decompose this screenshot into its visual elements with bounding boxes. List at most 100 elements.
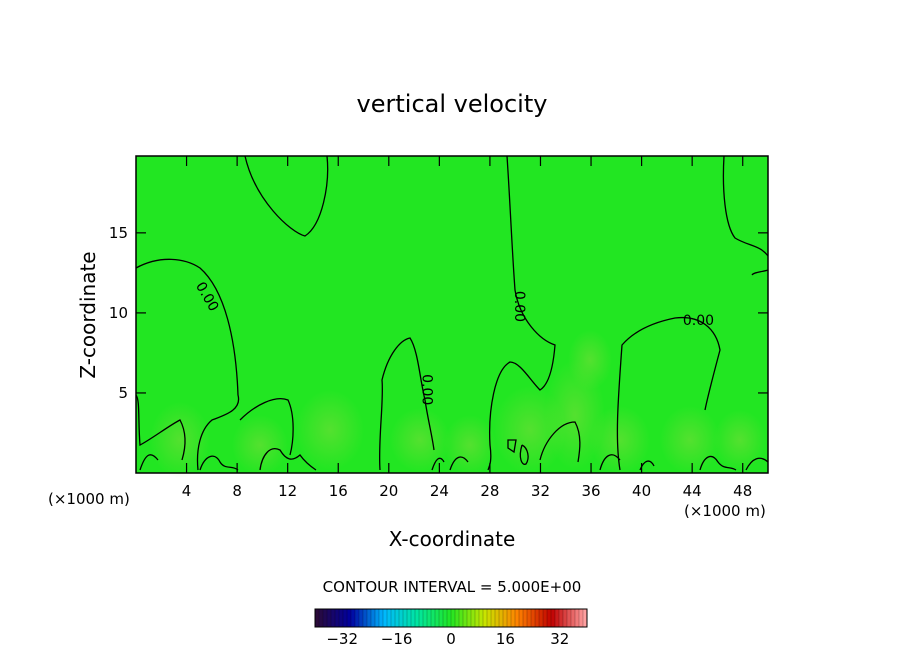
colorbar-cell bbox=[459, 609, 464, 627]
plot-frame bbox=[135, 155, 769, 474]
colorbar-cell bbox=[391, 609, 396, 627]
colorbar-tick-label: −32 bbox=[326, 630, 358, 648]
colorbar-cell bbox=[339, 609, 344, 627]
x-tick-label: 24 bbox=[430, 482, 449, 500]
x-tick-label: 44 bbox=[683, 482, 702, 500]
colorbar-cell bbox=[351, 609, 356, 627]
colorbar-cell bbox=[579, 609, 584, 627]
contour-line bbox=[722, 155, 769, 276]
colorbar-cell bbox=[427, 609, 432, 627]
colorbar-cell bbox=[343, 609, 348, 627]
colorbar-tick-label: 16 bbox=[496, 630, 515, 648]
colorbar-cell bbox=[531, 609, 536, 627]
colorbar-cell bbox=[327, 609, 332, 627]
colorbar-cell bbox=[507, 609, 512, 627]
colorbar-cell bbox=[331, 609, 336, 627]
contour-lines bbox=[135, 155, 769, 471]
chart-title: vertical velocity bbox=[357, 90, 548, 118]
colorbar-cell bbox=[547, 609, 552, 627]
colorbar-cell bbox=[407, 609, 412, 627]
contour-line bbox=[139, 454, 159, 471]
colorbar-tick-label: 0 bbox=[446, 630, 456, 648]
colorbar-cell bbox=[455, 609, 460, 627]
field-patch bbox=[660, 406, 720, 474]
contour-line bbox=[135, 394, 186, 461]
colorbar-frame bbox=[314, 608, 588, 628]
contour-label: 0.00 bbox=[511, 291, 527, 322]
colorbar-tick-label: −16 bbox=[381, 630, 413, 648]
contour-line bbox=[487, 155, 556, 471]
colorbar-cell bbox=[555, 609, 560, 627]
contour-line bbox=[599, 454, 621, 471]
y-tick-label: 15 bbox=[109, 224, 128, 242]
colorbar-cell bbox=[335, 609, 340, 627]
contour-line bbox=[259, 448, 317, 471]
colorbar-cell bbox=[399, 609, 404, 627]
field-patch bbox=[150, 402, 210, 478]
contour-line bbox=[135, 258, 240, 471]
colorbar: −32 −16 0 16 32 bbox=[314, 608, 588, 648]
x-tick-label: 36 bbox=[581, 482, 600, 500]
colorbar-cell bbox=[539, 609, 544, 627]
colorbar-cell bbox=[323, 609, 328, 627]
field-patch bbox=[232, 415, 288, 475]
colorbar-cell bbox=[347, 609, 352, 627]
field-patch bbox=[296, 390, 364, 470]
field-patch bbox=[444, 415, 496, 475]
y-axis-label: Z-coordinate bbox=[76, 251, 100, 378]
x-tick-label: 20 bbox=[379, 482, 398, 500]
plot-background bbox=[136, 156, 768, 473]
contour-line bbox=[244, 155, 329, 237]
colorbar-cell bbox=[475, 609, 480, 627]
colorbar-cell bbox=[523, 609, 528, 627]
field-patch bbox=[714, 410, 766, 470]
colorbar-cell bbox=[559, 609, 564, 627]
colorbar-cell bbox=[487, 609, 492, 627]
field-texture bbox=[150, 330, 766, 478]
contour-line bbox=[519, 444, 529, 465]
colorbar-cell bbox=[355, 609, 360, 627]
colorbar-cell bbox=[387, 609, 392, 627]
colorbar-cell bbox=[319, 609, 324, 627]
colorbar-cell bbox=[519, 609, 524, 627]
colorbar-cell bbox=[499, 609, 504, 627]
contour-line bbox=[507, 439, 517, 454]
x-tick-label: 28 bbox=[480, 482, 499, 500]
colorbar-cell bbox=[515, 609, 520, 627]
colorbar-cell bbox=[543, 609, 548, 627]
field-patch bbox=[568, 330, 612, 390]
x-units-left: (×1000 m) bbox=[48, 490, 130, 508]
colorbar-cell bbox=[551, 609, 556, 627]
colorbar-cell bbox=[435, 609, 440, 627]
y-tick-label: 10 bbox=[109, 304, 128, 322]
colorbar-cell bbox=[431, 609, 436, 627]
colorbar-cell bbox=[483, 609, 488, 627]
contour-label: 0.00 bbox=[419, 374, 435, 405]
colorbar-cell bbox=[439, 609, 444, 627]
colorbar-cell bbox=[471, 609, 476, 627]
colorbar-cell bbox=[383, 609, 388, 627]
colorbar-cell bbox=[419, 609, 424, 627]
colorbar-cell bbox=[403, 609, 408, 627]
colorbar-cell bbox=[467, 609, 472, 627]
contour-interval-text: CONTOUR INTERVAL = 5.000E+00 bbox=[323, 578, 582, 596]
x-tick-label: 8 bbox=[232, 482, 242, 500]
colorbar-cell bbox=[563, 609, 568, 627]
x-tick-label: 16 bbox=[329, 482, 348, 500]
field-patch bbox=[390, 408, 450, 472]
colorbar-cell bbox=[463, 609, 468, 627]
colorbar-cell bbox=[527, 609, 532, 627]
colorbar-cell bbox=[447, 609, 452, 627]
colorbar-cell bbox=[567, 609, 572, 627]
colorbar-cell bbox=[443, 609, 448, 627]
colorbar-cell bbox=[379, 609, 384, 627]
x-units-right: (×1000 m) bbox=[684, 502, 766, 520]
x-tick-label: 4 bbox=[182, 482, 192, 500]
colorbar-cell bbox=[491, 609, 496, 627]
x-tick-label: 32 bbox=[531, 482, 550, 500]
colorbar-cell bbox=[371, 609, 376, 627]
contour-line bbox=[199, 455, 239, 471]
colorbar-tick-label: 32 bbox=[550, 630, 569, 648]
contour-line bbox=[539, 421, 581, 463]
